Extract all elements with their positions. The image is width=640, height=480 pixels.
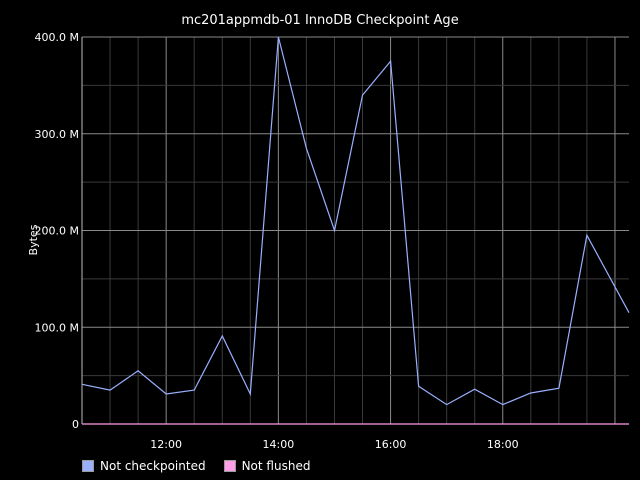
x-axis-ticks: 12:00 14:00 16:00 18:00	[150, 438, 518, 451]
y-axis-label: Bytes	[27, 224, 40, 255]
y-tick-label: 100.0 M	[35, 321, 79, 334]
series-line-not-checkpointed	[81, 36, 630, 406]
series-lines	[81, 36, 630, 425]
legend-label-not-checkpointed: Not checkpointed	[100, 459, 206, 473]
y-tick-label: 300.0 M	[35, 128, 79, 141]
x-tick-label: 14:00	[263, 438, 295, 451]
y-axis-ticks: 0 100.0 M 200.0 M 300.0 M 400.0 M	[35, 31, 79, 431]
y-tick-label: 400.0 M	[35, 31, 79, 44]
x-tick-label: 12:00	[150, 438, 182, 451]
x-tick-label: 18:00	[487, 438, 519, 451]
x-tick-label: 16:00	[375, 438, 407, 451]
legend-label-not-flushed: Not flushed	[241, 459, 311, 473]
y-tick-label: 0	[72, 418, 79, 431]
legend: Not checkpointed Not flushed	[82, 459, 310, 473]
y-tick-label: 200.0 M	[35, 225, 79, 238]
legend-swatch-not-flushed	[223, 460, 236, 472]
chart-title: mc201appmdb-01 InnoDB Checkpoint Age	[181, 13, 458, 28]
legend-swatch-not-checkpointed	[82, 460, 94, 472]
legend-item-not-checkpointed: Not checkpointed	[82, 459, 206, 473]
legend-item-not-flushed: Not flushed	[223, 459, 311, 473]
